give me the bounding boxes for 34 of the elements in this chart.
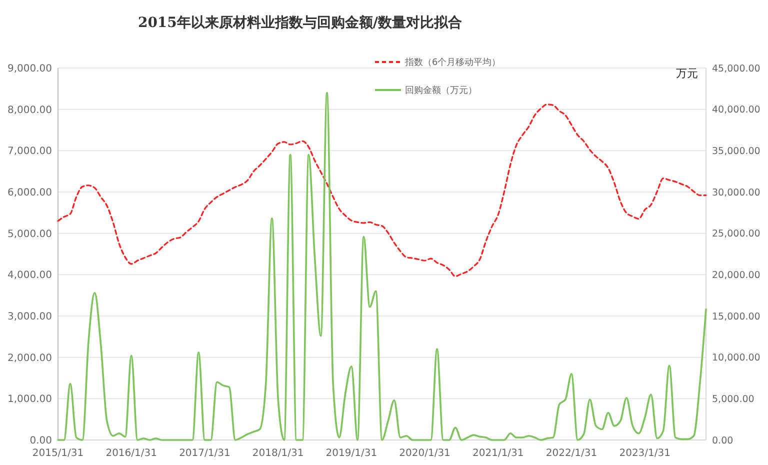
y-tick-label: 6,000.00 (7, 188, 52, 198)
y-tick-label: 1,000.00 (7, 394, 52, 406)
x-tick-label: 2023/1/31 (619, 448, 671, 459)
y-tick-label: 0.00 (30, 436, 52, 446)
y-tick-label: 9,000.00 (7, 64, 52, 74)
x-tick-label: 2018/1/31 (252, 448, 304, 459)
y-tick-label: 4,000.00 (7, 270, 52, 282)
y-tick-label: 5,000.00 (7, 228, 52, 240)
x-tick-label: 2019/1/31 (326, 448, 378, 459)
y2-tick-label: 25,000.00 (712, 228, 760, 240)
y-tick-label: 2,000.00 (7, 352, 52, 364)
y2-tick-label: 5,000.00 (712, 394, 754, 405)
y2-tick-label: 35,000.00 (712, 146, 760, 157)
x-tick-label: 2015/1/31 (32, 448, 84, 459)
y2-tick-label: 20,000.00 (712, 270, 760, 281)
y2-tick-label: 45,000.00 (712, 63, 760, 74)
legend-label: 回购金额（万元） (405, 85, 477, 96)
y2-tick-label: 0.00 (712, 435, 734, 446)
x-tick-label: 2021/1/31 (472, 448, 524, 459)
y2-tick-label: 30,000.00 (712, 187, 760, 198)
line-series (57, 104, 707, 278)
x-tick-label: 2016/1/31 (106, 448, 157, 459)
y-tick-label: 3,000.00 (7, 312, 52, 322)
x-tick-label: 2022/1/31 (546, 448, 598, 459)
y-tick-label: 7,000.00 (7, 146, 52, 158)
chart-title: 2015年以来原材料业指数与回购金额/数量对比拟合 (138, 14, 462, 31)
y2-axis-title: 万元 (676, 67, 698, 80)
y-tick-label: 8,000.00 (7, 104, 52, 116)
y2-tick-label: 15,000.00 (712, 311, 760, 322)
x-tick-label: 2017/1/31 (179, 448, 230, 459)
y2-tick-label: 40,000.00 (712, 104, 760, 116)
x-tick-label: 2020/1/31 (399, 448, 450, 459)
y2-tick-label: 10,000.00 (712, 352, 760, 364)
legend-label: 指数（6个月移动平均） (404, 57, 501, 68)
